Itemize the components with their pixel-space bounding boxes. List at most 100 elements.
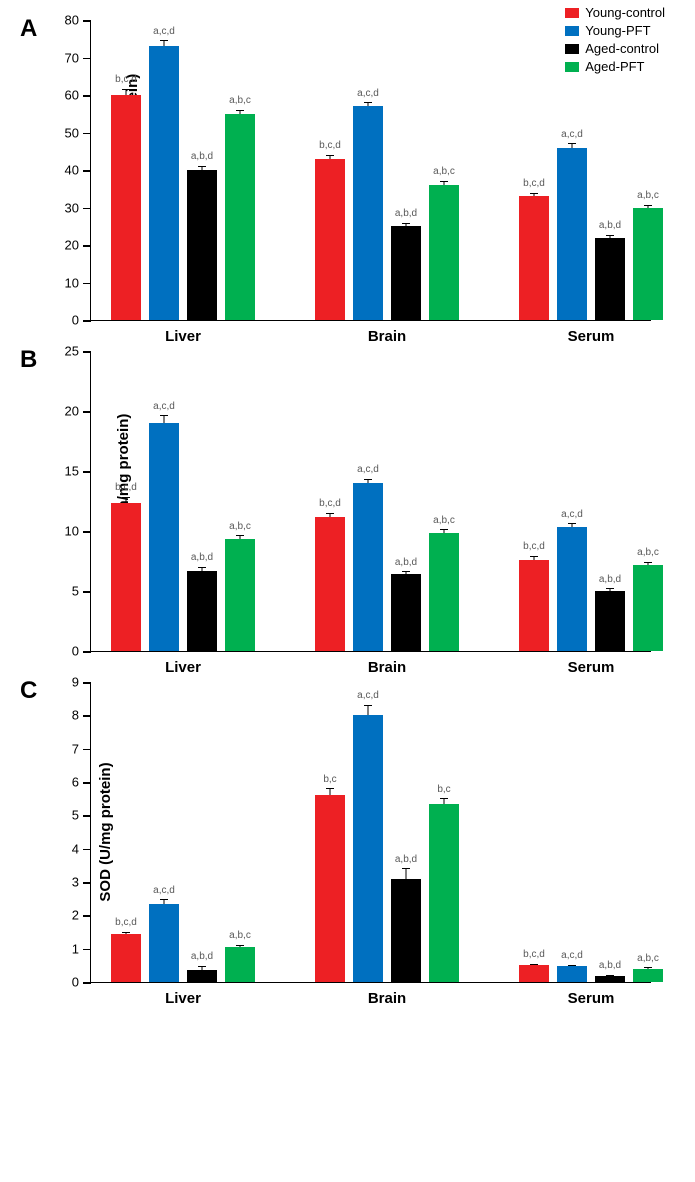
significance-label: b,c,d xyxy=(523,541,545,552)
error-cap xyxy=(122,89,130,90)
error-cap xyxy=(198,966,206,967)
error-cap xyxy=(326,155,334,156)
error-bar xyxy=(202,966,203,970)
significance-label: a,c,d xyxy=(561,950,583,961)
significance-label: a,c,d xyxy=(357,690,379,701)
bar: a,c,d xyxy=(149,423,179,651)
bar: a,b,c xyxy=(429,185,459,320)
error-bar xyxy=(444,181,445,185)
error-bar xyxy=(572,524,573,528)
error-cap xyxy=(644,967,652,968)
error-bar xyxy=(330,513,331,517)
y-tick xyxy=(83,170,91,172)
bar: a,b,d xyxy=(391,879,421,982)
y-tick xyxy=(83,531,91,533)
error-bar xyxy=(330,789,331,796)
error-cap xyxy=(606,975,614,976)
y-tick xyxy=(83,849,91,851)
panel-label: C xyxy=(20,677,37,705)
error-cap xyxy=(402,571,410,572)
error-cap xyxy=(364,705,372,706)
y-tick xyxy=(83,749,91,751)
error-bar xyxy=(164,416,165,423)
error-cap xyxy=(530,964,538,965)
significance-label: a,c,d xyxy=(357,88,379,99)
chart-area: SOD (U/mg protein)0123456789b,c,da,c,da,… xyxy=(90,682,651,983)
y-tick xyxy=(83,715,91,717)
error-bar xyxy=(444,530,445,534)
significance-label: a,b,c xyxy=(637,953,659,964)
significance-label: a,b,d xyxy=(395,854,417,865)
y-tick-label: 40 xyxy=(65,163,79,178)
y-tick-label: 70 xyxy=(65,50,79,65)
bar: a,c,d xyxy=(149,46,179,320)
error-cap xyxy=(440,798,448,799)
error-cap xyxy=(160,415,168,416)
error-cap xyxy=(198,166,206,167)
chart-area: CAT (μg/min/mg protein)0510152025b,c,da,… xyxy=(90,351,651,652)
error-bar xyxy=(164,41,165,47)
bar: b,c,d xyxy=(519,560,549,651)
bar: a,b,c xyxy=(633,565,663,651)
bar: a,b,d xyxy=(391,574,421,651)
error-cap xyxy=(236,535,244,536)
legend-swatch xyxy=(565,8,579,18)
error-bar xyxy=(240,110,241,114)
y-tick xyxy=(83,245,91,247)
bar: a,b,d xyxy=(595,238,625,321)
bar: a,c,d xyxy=(557,527,587,651)
significance-label: b,c,d xyxy=(319,498,341,509)
bar: a,c,d xyxy=(149,904,179,982)
significance-label: a,b,d xyxy=(191,151,213,162)
error-cap xyxy=(568,965,576,966)
y-tick-label: 5 xyxy=(72,584,79,599)
bar: b,c,d xyxy=(111,934,141,982)
y-tick xyxy=(83,949,91,951)
bar: b,c xyxy=(315,795,345,982)
bar: b,c,d xyxy=(315,517,345,651)
bar: a,c,d xyxy=(353,715,383,982)
y-tick-label: 80 xyxy=(65,13,79,28)
y-tick xyxy=(83,58,91,60)
error-bar xyxy=(240,536,241,540)
bar: a,b,c xyxy=(225,114,255,320)
significance-label: a,b,c xyxy=(637,547,659,558)
bar: a,c,d xyxy=(557,148,587,321)
error-cap xyxy=(530,556,538,557)
error-bar xyxy=(368,705,369,715)
error-bar xyxy=(164,900,165,904)
significance-label: b,c,d xyxy=(115,74,137,85)
panel-label: B xyxy=(20,346,37,374)
y-tick-label: 25 xyxy=(65,344,79,359)
significance-label: b,c,d xyxy=(115,482,137,493)
error-cap xyxy=(160,899,168,900)
bar: a,c,d xyxy=(557,966,587,982)
significance-label: a,b,c xyxy=(433,515,455,526)
x-tick-label: Brain xyxy=(368,659,406,676)
bar: b,c,d xyxy=(519,965,549,982)
y-tick xyxy=(83,320,91,322)
significance-label: a,c,d xyxy=(357,464,379,475)
x-tick-label: Serum xyxy=(568,328,615,345)
y-tick-label: 2 xyxy=(72,908,79,923)
error-bar xyxy=(126,89,127,95)
error-cap xyxy=(122,497,130,498)
panel-label: A xyxy=(20,15,37,43)
error-bar xyxy=(202,166,203,170)
y-tick-label: 8 xyxy=(72,708,79,723)
error-bar xyxy=(368,103,369,107)
error-cap xyxy=(198,567,206,568)
y-tick-label: 60 xyxy=(65,88,79,103)
error-bar xyxy=(202,567,203,571)
y-tick-label: 30 xyxy=(65,200,79,215)
panel-C: CSOD (U/mg protein)0123456789b,c,da,c,da… xyxy=(20,682,675,983)
y-tick-label: 6 xyxy=(72,775,79,790)
y-tick xyxy=(83,882,91,884)
y-tick xyxy=(83,471,91,473)
error-bar xyxy=(368,479,369,483)
significance-label: a,b,d xyxy=(599,960,621,971)
y-tick-label: 50 xyxy=(65,125,79,140)
y-axis-label: SOD (U/mg protein) xyxy=(97,762,114,901)
error-bar xyxy=(406,869,407,879)
chart-area: GPx (μmol/min/mg protein)010203040506070… xyxy=(90,20,651,321)
